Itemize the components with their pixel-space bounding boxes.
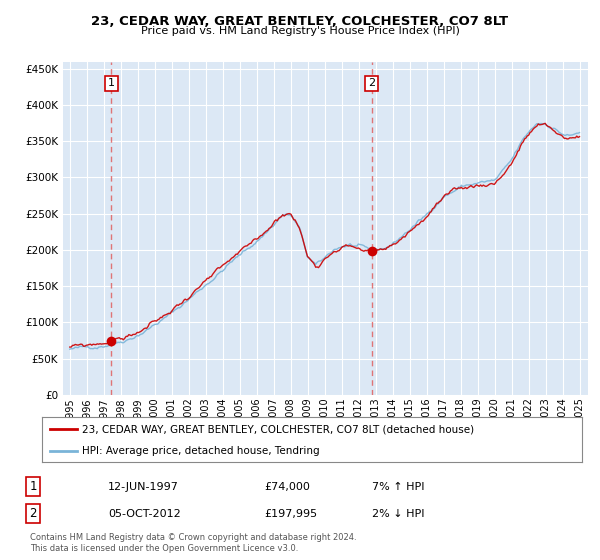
Text: Price paid vs. HM Land Registry's House Price Index (HPI): Price paid vs. HM Land Registry's House … (140, 26, 460, 36)
Text: HPI: Average price, detached house, Tendring: HPI: Average price, detached house, Tend… (83, 446, 320, 456)
Text: 1: 1 (108, 78, 115, 88)
Text: 12-JUN-1997: 12-JUN-1997 (108, 482, 179, 492)
Text: Contains HM Land Registry data © Crown copyright and database right 2024.
This d: Contains HM Land Registry data © Crown c… (30, 533, 356, 553)
Text: 7% ↑ HPI: 7% ↑ HPI (372, 482, 425, 492)
Text: 2: 2 (29, 507, 37, 520)
Text: 23, CEDAR WAY, GREAT BENTLEY, COLCHESTER, CO7 8LT: 23, CEDAR WAY, GREAT BENTLEY, COLCHESTER… (91, 15, 509, 27)
Text: 2% ↓ HPI: 2% ↓ HPI (372, 508, 425, 519)
Text: £74,000: £74,000 (264, 482, 310, 492)
Text: 1: 1 (29, 480, 37, 493)
Text: 2: 2 (368, 78, 375, 88)
Text: £197,995: £197,995 (264, 508, 317, 519)
Text: 05-OCT-2012: 05-OCT-2012 (108, 508, 181, 519)
Text: 23, CEDAR WAY, GREAT BENTLEY, COLCHESTER, CO7 8LT (detached house): 23, CEDAR WAY, GREAT BENTLEY, COLCHESTER… (83, 424, 475, 435)
